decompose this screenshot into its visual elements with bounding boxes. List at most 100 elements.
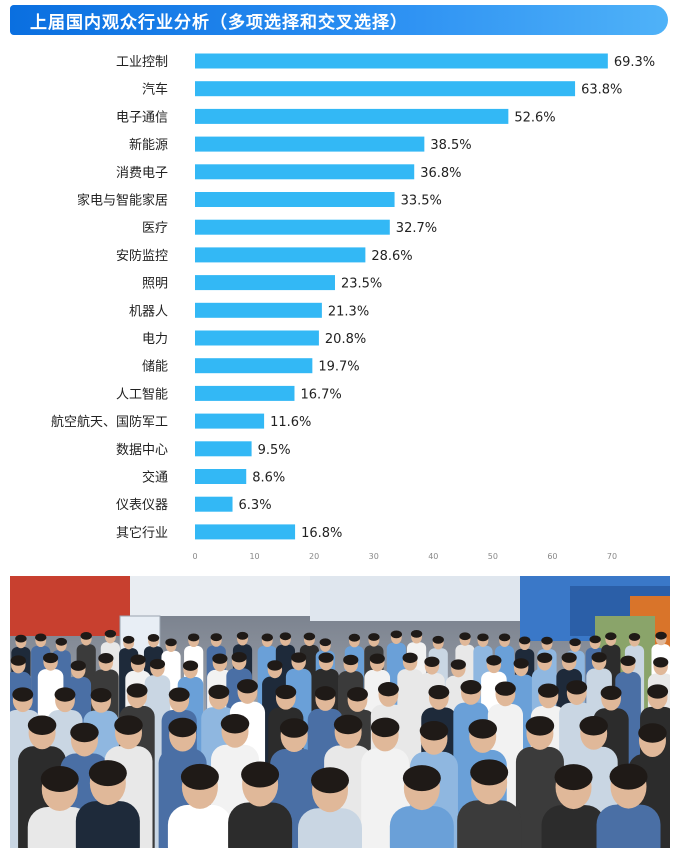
category-label: 电子通信: [116, 110, 168, 125]
person-hair: [55, 637, 67, 646]
bar: [195, 275, 335, 291]
person-hair: [460, 680, 482, 695]
person-hair: [303, 632, 316, 641]
x-tick-label: 10: [249, 552, 259, 561]
person-hair: [369, 653, 385, 664]
category-label: 汽车: [142, 82, 168, 98]
value-label: 8.6%: [252, 471, 285, 486]
person-hair: [377, 682, 399, 697]
value-label: 52.6%: [514, 110, 555, 125]
person-hair: [70, 722, 99, 743]
person-hair: [168, 687, 190, 702]
person-hair: [468, 719, 497, 739]
person-hair: [402, 765, 441, 792]
chart-title: 上届国内观众行业分析（多项选择和交叉选择）: [30, 13, 408, 33]
person-hair: [600, 685, 622, 701]
person-hair: [149, 658, 166, 670]
person-hair: [591, 652, 607, 663]
person-hair: [525, 716, 555, 736]
person-hair: [27, 715, 57, 736]
person-hair: [231, 652, 247, 663]
person-body: [75, 801, 140, 848]
person-hair: [130, 654, 146, 665]
person-hair: [165, 638, 177, 647]
person-hair: [518, 636, 531, 645]
person-hair: [494, 681, 516, 696]
person-hair: [653, 657, 669, 668]
person-hair: [241, 761, 280, 788]
person-hair: [208, 684, 230, 700]
person-hair: [35, 633, 47, 642]
category-label: 交通: [142, 470, 168, 486]
person-body: [596, 804, 661, 848]
person-body: [389, 806, 454, 848]
person-hair: [15, 634, 27, 643]
person-hair: [12, 687, 34, 702]
person-hair: [486, 655, 502, 666]
person-hair: [279, 718, 309, 738]
person-hair: [459, 632, 471, 641]
value-label: 16.7%: [300, 387, 341, 402]
person-hair: [98, 653, 114, 664]
person-hair: [402, 652, 418, 664]
person-hair: [470, 759, 509, 786]
person-hair: [554, 764, 593, 791]
person-hair: [291, 652, 307, 663]
person-hair: [70, 660, 86, 671]
person-hair: [638, 723, 667, 743]
person-hair: [168, 717, 197, 738]
category-label: 储能: [142, 360, 168, 375]
value-label: 38.5%: [430, 138, 471, 153]
person-hair: [390, 630, 403, 639]
person-hair: [314, 686, 336, 701]
person-hair: [424, 656, 440, 667]
person-body: [457, 800, 522, 848]
value-label: 21.3%: [328, 304, 369, 319]
person-hair: [114, 715, 143, 735]
person-body: [228, 802, 293, 848]
crowd-image: [10, 576, 670, 848]
value-label: 36.8%: [420, 166, 461, 181]
x-tick-label: 40: [428, 552, 438, 561]
person-hair: [318, 652, 334, 663]
value-label: 69.3%: [614, 55, 655, 70]
person-hair: [182, 660, 199, 671]
category-label: 人工智能: [116, 387, 168, 402]
person-hair: [561, 652, 577, 663]
person-body: [541, 805, 606, 848]
value-label: 63.8%: [581, 83, 622, 98]
person-hair: [579, 716, 608, 736]
person-hair: [620, 655, 636, 666]
person-hair: [569, 638, 581, 647]
bar: [195, 413, 265, 429]
category-label: 数据中心: [116, 443, 168, 458]
x-tick-label: 20: [309, 552, 319, 561]
category-label: 机器人: [129, 304, 168, 319]
person-hair: [647, 684, 669, 699]
value-label: 32.7%: [396, 221, 437, 236]
bar: [195, 164, 415, 180]
x-tick-label: 50: [488, 552, 498, 561]
person-hair: [311, 767, 350, 794]
value-label: 6.3%: [239, 498, 272, 513]
category-label: 仪表仪器: [116, 498, 168, 513]
person-body: [167, 804, 232, 848]
category-label: 安防监控: [116, 248, 168, 264]
value-label: 20.8%: [325, 332, 366, 347]
category-label: 电力: [142, 332, 168, 347]
person-hair: [333, 714, 363, 735]
x-tick-label: 30: [369, 552, 379, 561]
bar: [195, 496, 233, 512]
person-hair: [477, 633, 489, 642]
chart-title-banner: 上届国内观众行业分析（多项选择和交叉选择）: [10, 5, 668, 35]
person-hair: [319, 638, 332, 647]
bar-chart: 工业控制 69.3% 汽车 63.8% 电子通信 52.6% 新能源 38.5% 消费电子 36.…: [0, 40, 680, 570]
bar: [195, 524, 296, 540]
x-tick-label: 0: [192, 552, 197, 561]
person-hair: [80, 631, 92, 640]
category-label: 工业控制: [116, 55, 168, 70]
person-hair: [589, 635, 601, 644]
category-label: 医疗: [142, 221, 168, 236]
bar: [195, 441, 252, 457]
value-label: 28.6%: [371, 249, 412, 264]
